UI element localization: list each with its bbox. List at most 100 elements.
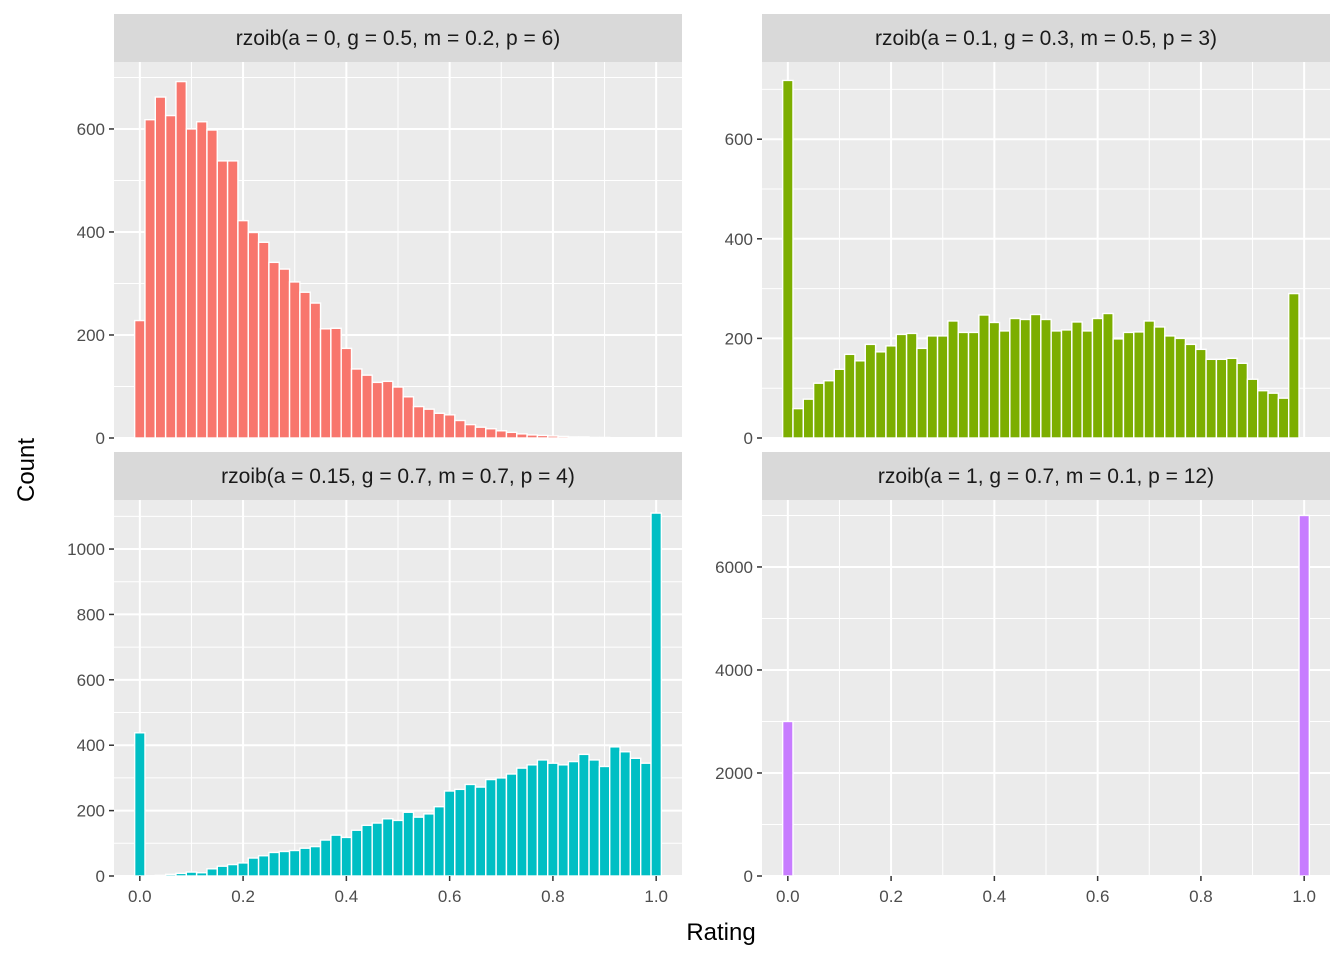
histogram-bar xyxy=(505,773,518,877)
histogram-bar xyxy=(433,805,446,877)
histogram-bar xyxy=(268,261,280,439)
histogram-bar xyxy=(833,368,846,439)
histogram-bar xyxy=(381,380,394,439)
x-tick-label: 0.8 xyxy=(1189,887,1213,906)
histogram-bar xyxy=(516,767,528,877)
histogram-bar xyxy=(598,436,611,439)
histogram-bar xyxy=(526,764,539,877)
histogram-bar xyxy=(947,320,959,439)
histogram-bar xyxy=(619,751,632,877)
histogram-bar xyxy=(474,426,487,439)
histogram-bar xyxy=(1040,318,1052,439)
x-tick-label: 0.2 xyxy=(879,887,903,906)
histogram-bar xyxy=(1081,330,1094,439)
histogram-bar xyxy=(1143,320,1156,439)
histogram-bar xyxy=(536,434,549,439)
histogram-bar xyxy=(526,434,539,439)
histogram-bar xyxy=(516,433,528,439)
histogram-bar xyxy=(823,380,835,439)
histogram-bar xyxy=(257,241,270,439)
histogram-bar xyxy=(319,839,332,877)
y-tick-label: 200 xyxy=(77,326,105,345)
histogram-bar xyxy=(319,328,332,439)
histogram-bar xyxy=(967,331,980,439)
histogram-bar xyxy=(226,863,239,877)
histogram-bar xyxy=(843,353,856,439)
facet-panel-3: rzoib(a = 0.15, g = 0.7, m = 0.7, p = 4)… xyxy=(67,452,682,906)
histogram-bar xyxy=(144,118,157,439)
histogram-bar xyxy=(361,374,373,439)
y-tick-label: 400 xyxy=(725,230,753,249)
facet-strip-title: rzoib(a = 1, g = 0.7, m = 0.1, p = 12) xyxy=(878,465,1214,488)
histogram-bar xyxy=(781,720,794,877)
x-tick-label: 0.6 xyxy=(1086,887,1110,906)
x-tick-label: 0.0 xyxy=(776,887,800,906)
histogram-bar xyxy=(175,80,187,439)
histogram-bar xyxy=(864,343,877,439)
facet-panel-2: rzoib(a = 0.1, g = 0.3, m = 0.5, p = 3) 0… xyxy=(725,14,1330,448)
histogram-bar xyxy=(340,836,353,877)
histogram-bar xyxy=(133,732,146,877)
histogram-bar xyxy=(485,778,497,877)
y-tick-label: 600 xyxy=(77,120,105,139)
x-tick-label: 1.0 xyxy=(1292,887,1316,906)
histogram-bar xyxy=(1133,331,1145,439)
histogram-bar xyxy=(1246,378,1259,439)
histogram-bar xyxy=(1184,343,1197,439)
histogram-bar xyxy=(392,386,404,439)
histogram-bar xyxy=(1257,389,1269,439)
histogram-bar xyxy=(578,436,590,439)
histogram-bar xyxy=(154,874,167,877)
facet-panel-1: rzoib(a = 0, g = 0.5, m = 0.2, p = 6) 0 20… xyxy=(77,14,682,448)
histogram-bar xyxy=(988,321,1001,439)
y-axis-title: Count xyxy=(13,438,40,502)
histogram-bar xyxy=(495,430,508,439)
y-tick-label: 0 xyxy=(96,429,105,448)
histogram-bar xyxy=(578,753,590,877)
histogram-bar xyxy=(175,872,187,877)
histogram-bar xyxy=(454,788,466,877)
histogram-bar xyxy=(1060,329,1073,439)
facet-strip xyxy=(114,14,682,62)
histogram-bar xyxy=(195,121,208,439)
histogram-bar xyxy=(195,872,208,877)
histogram-bar xyxy=(247,857,260,877)
histogram-bar xyxy=(1091,317,1104,439)
histogram-bar xyxy=(288,281,301,439)
histogram-bar xyxy=(371,381,384,439)
y-tick-label: 0 xyxy=(744,429,753,448)
histogram-bar xyxy=(330,834,342,877)
facet-strip-title: rzoib(a = 0, g = 0.5, m = 0.2, p = 6) xyxy=(236,27,561,50)
y-tick-label: 6000 xyxy=(715,558,753,577)
histogram-bar xyxy=(792,407,805,439)
y-tick-label: 400 xyxy=(77,736,105,755)
histogram-bar xyxy=(536,759,549,877)
y-tick-label: 2000 xyxy=(715,764,753,783)
histogram-bar xyxy=(309,845,322,877)
x-tick-label: 0.2 xyxy=(231,887,255,906)
histogram-bar xyxy=(454,419,466,439)
histogram-bar xyxy=(1215,358,1228,439)
histogram-bar xyxy=(557,764,570,877)
histogram-bar xyxy=(1195,348,1207,439)
histogram-bar xyxy=(609,746,621,877)
x-tick-label: 0.4 xyxy=(983,887,1007,906)
histogram-bar xyxy=(237,862,249,877)
histogram-bar xyxy=(402,396,415,439)
histogram-bar xyxy=(1009,317,1021,439)
y-tick-label: 4000 xyxy=(715,661,753,680)
histogram-bar xyxy=(206,868,218,877)
histogram-bar xyxy=(547,435,559,439)
histogram-bar xyxy=(216,865,229,877)
facet-strip xyxy=(762,14,1330,62)
histogram-bar xyxy=(185,871,198,877)
histogram-bar xyxy=(1164,335,1176,439)
histogram-bar xyxy=(185,128,198,439)
y-tick-label: 400 xyxy=(77,223,105,242)
histogram-bar xyxy=(802,398,815,439)
histogram-bar xyxy=(350,368,363,439)
histogram-bar xyxy=(557,435,570,439)
histogram-bar xyxy=(567,436,580,439)
histogram-bar xyxy=(443,414,456,439)
histogram-bar xyxy=(247,231,260,439)
